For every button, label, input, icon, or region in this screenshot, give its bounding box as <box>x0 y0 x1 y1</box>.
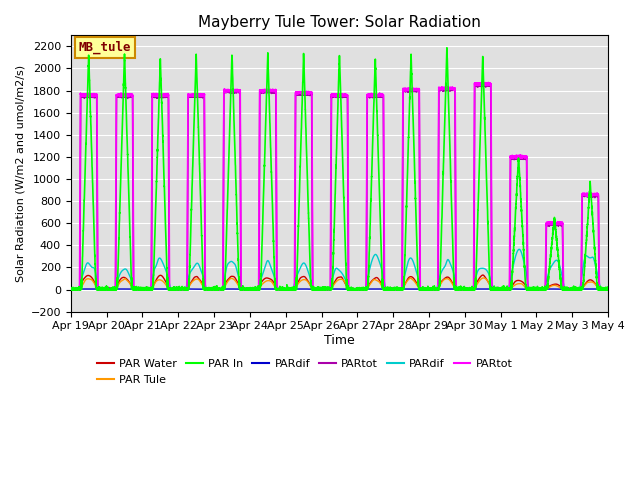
Title: Mayberry Tule Tower: Solar Radiation: Mayberry Tule Tower: Solar Radiation <box>198 15 481 30</box>
Legend: PAR Water, PAR Tule, PAR In, PARdif, PARtot, PARdif, PARtot: PAR Water, PAR Tule, PAR In, PARdif, PAR… <box>92 355 517 389</box>
Y-axis label: Solar Radiation (W/m2 and umol/m2/s): Solar Radiation (W/m2 and umol/m2/s) <box>15 65 25 282</box>
Text: MB_tule: MB_tule <box>79 40 131 54</box>
X-axis label: Time: Time <box>324 334 355 347</box>
